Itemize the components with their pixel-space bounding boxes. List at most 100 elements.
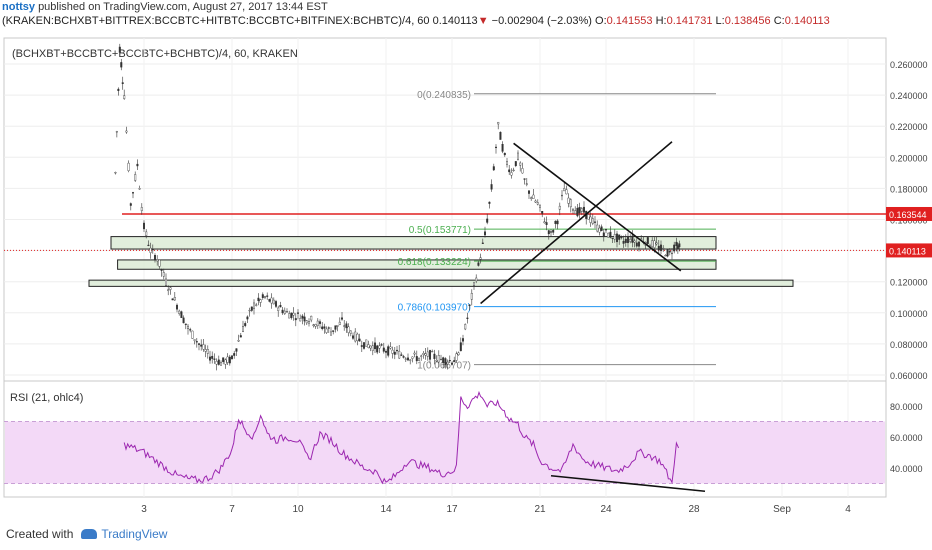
candle-body <box>587 214 590 220</box>
candle-body <box>396 349 399 352</box>
candle-body <box>510 172 513 176</box>
candle-body <box>257 297 260 302</box>
x-tick-label: 14 <box>380 504 392 515</box>
chart-layer: 0.260000 0.240000 0.220000 0.200000 0.180000… <box>4 38 932 515</box>
candle-body <box>279 305 282 308</box>
candle-body <box>602 232 605 237</box>
candle-body <box>235 348 238 352</box>
candle-body <box>178 310 181 314</box>
candle-body <box>616 233 619 243</box>
candle-body <box>275 301 278 307</box>
open-label: O: <box>595 15 607 27</box>
candle-body <box>297 312 300 314</box>
candle-body <box>451 362 454 365</box>
candle-body <box>429 350 432 360</box>
candle-body <box>600 226 603 231</box>
candle-body <box>481 242 484 244</box>
candle-body <box>435 360 438 362</box>
candle-body <box>574 210 577 214</box>
candle-body <box>252 302 255 309</box>
candle-body <box>369 345 372 349</box>
candle-body <box>219 362 222 366</box>
candle-body <box>330 331 333 336</box>
x-tick-label: 4 <box>845 504 851 515</box>
candle-body <box>336 325 339 327</box>
candle-body <box>534 200 537 203</box>
candle-body <box>325 328 328 333</box>
candle-body <box>200 344 203 347</box>
candle-body <box>149 247 152 253</box>
candle-body <box>565 189 568 195</box>
candle-body <box>426 351 429 357</box>
candle-body <box>660 244 663 251</box>
candle-body <box>352 335 355 339</box>
candle-body <box>341 317 344 320</box>
candle-body <box>633 240 636 243</box>
price-tick-label: 0.240000 <box>890 91 928 101</box>
fib-level-label: 0.786(0.103970) <box>398 303 471 314</box>
candle-body <box>288 313 291 319</box>
candle-body <box>301 315 304 319</box>
candle-body <box>239 335 242 338</box>
candle-body <box>464 324 467 330</box>
candle-body <box>195 341 198 343</box>
candle-body <box>255 304 258 306</box>
candle-body <box>508 169 511 173</box>
candle-body <box>611 237 614 240</box>
candle-body <box>138 188 141 190</box>
price-tick-label: 0.180000 <box>890 184 928 194</box>
candle-body <box>484 231 487 236</box>
candle-body <box>246 316 249 320</box>
candle-body <box>594 221 597 223</box>
candle-body <box>338 321 341 325</box>
candle-body <box>444 358 447 365</box>
candle-body <box>305 320 308 324</box>
candle-body <box>266 295 269 297</box>
candle-body <box>486 218 489 223</box>
candle-body <box>213 358 216 360</box>
candle-body <box>572 208 575 211</box>
candle-body <box>193 339 196 341</box>
candle-body <box>268 299 271 302</box>
candle-body <box>499 131 502 140</box>
candle-body <box>387 346 390 356</box>
candle-body <box>655 242 658 245</box>
candle-body <box>543 221 546 224</box>
footer-brand[interactable]: TradingView <box>101 527 168 541</box>
candle-body <box>180 311 183 318</box>
support-zone <box>110 236 717 250</box>
candle-body <box>578 207 581 214</box>
candle-body <box>224 359 227 365</box>
candle-body <box>651 240 654 247</box>
candle-body <box>125 130 128 133</box>
candle-body <box>676 245 679 250</box>
candle-body <box>171 298 174 301</box>
price-pane-title: (BCHXBT+BCCBTC+BCCBTC+BCHBTC)/4, 60, KRA… <box>12 48 298 60</box>
candle-body <box>678 243 681 248</box>
candle-body <box>517 152 520 160</box>
candle-body <box>530 197 533 199</box>
candle-body <box>118 46 121 53</box>
candle-body <box>153 255 156 261</box>
candle-body <box>488 201 491 204</box>
candle-body <box>222 357 225 363</box>
author-name[interactable]: nottsy <box>2 1 35 13</box>
candle-body <box>382 347 385 352</box>
candle-body <box>459 342 462 352</box>
candle-body <box>186 325 189 330</box>
candle-body <box>402 356 405 358</box>
candle-body <box>646 237 649 244</box>
candle-body <box>512 169 515 172</box>
candle-body <box>202 344 205 350</box>
candle-body <box>576 207 579 217</box>
price-tick-label: 0.260000 <box>890 60 928 70</box>
candle-body <box>490 184 493 190</box>
last-price-text: 0.140113 <box>432 15 478 27</box>
candle-body <box>675 241 678 246</box>
candle-body <box>151 249 154 251</box>
candle-body <box>411 356 414 359</box>
candle-body <box>492 166 495 171</box>
candle-body <box>550 231 553 233</box>
candle-body <box>204 349 207 352</box>
